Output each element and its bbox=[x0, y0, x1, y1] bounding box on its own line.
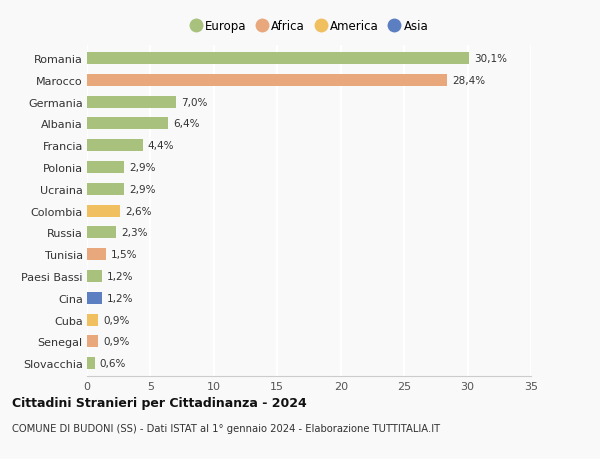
Text: 0,9%: 0,9% bbox=[103, 336, 130, 347]
Bar bbox=[87, 53, 469, 65]
Text: 2,9%: 2,9% bbox=[129, 185, 155, 195]
Bar bbox=[87, 292, 102, 304]
Bar bbox=[87, 96, 176, 108]
Bar bbox=[87, 162, 124, 174]
Bar bbox=[87, 249, 106, 261]
Bar bbox=[87, 358, 95, 369]
Bar bbox=[87, 140, 143, 152]
Bar bbox=[87, 205, 120, 217]
Bar bbox=[87, 336, 98, 347]
Text: 2,3%: 2,3% bbox=[121, 228, 148, 238]
Text: Cittadini Stranieri per Cittadinanza - 2024: Cittadini Stranieri per Cittadinanza - 2… bbox=[12, 396, 307, 409]
Bar bbox=[87, 118, 168, 130]
Text: 1,2%: 1,2% bbox=[107, 293, 134, 303]
Legend: Europa, Africa, America, Asia: Europa, Africa, America, Asia bbox=[190, 21, 428, 34]
Text: 4,4%: 4,4% bbox=[148, 141, 175, 151]
Text: 0,6%: 0,6% bbox=[100, 358, 126, 368]
Text: 2,9%: 2,9% bbox=[129, 162, 155, 173]
Bar bbox=[87, 184, 124, 196]
Text: 2,6%: 2,6% bbox=[125, 206, 152, 216]
Text: 0,9%: 0,9% bbox=[103, 315, 130, 325]
Bar bbox=[87, 270, 102, 282]
Text: 1,5%: 1,5% bbox=[111, 250, 137, 260]
Text: 1,2%: 1,2% bbox=[107, 271, 134, 281]
Text: COMUNE DI BUDONI (SS) - Dati ISTAT al 1° gennaio 2024 - Elaborazione TUTTITALIA.: COMUNE DI BUDONI (SS) - Dati ISTAT al 1°… bbox=[12, 424, 440, 433]
Bar bbox=[87, 227, 116, 239]
Bar bbox=[87, 75, 447, 87]
Text: 7,0%: 7,0% bbox=[181, 97, 207, 107]
Text: 30,1%: 30,1% bbox=[474, 54, 507, 64]
Bar bbox=[87, 314, 98, 326]
Text: 28,4%: 28,4% bbox=[452, 76, 485, 86]
Text: 6,4%: 6,4% bbox=[173, 119, 200, 129]
